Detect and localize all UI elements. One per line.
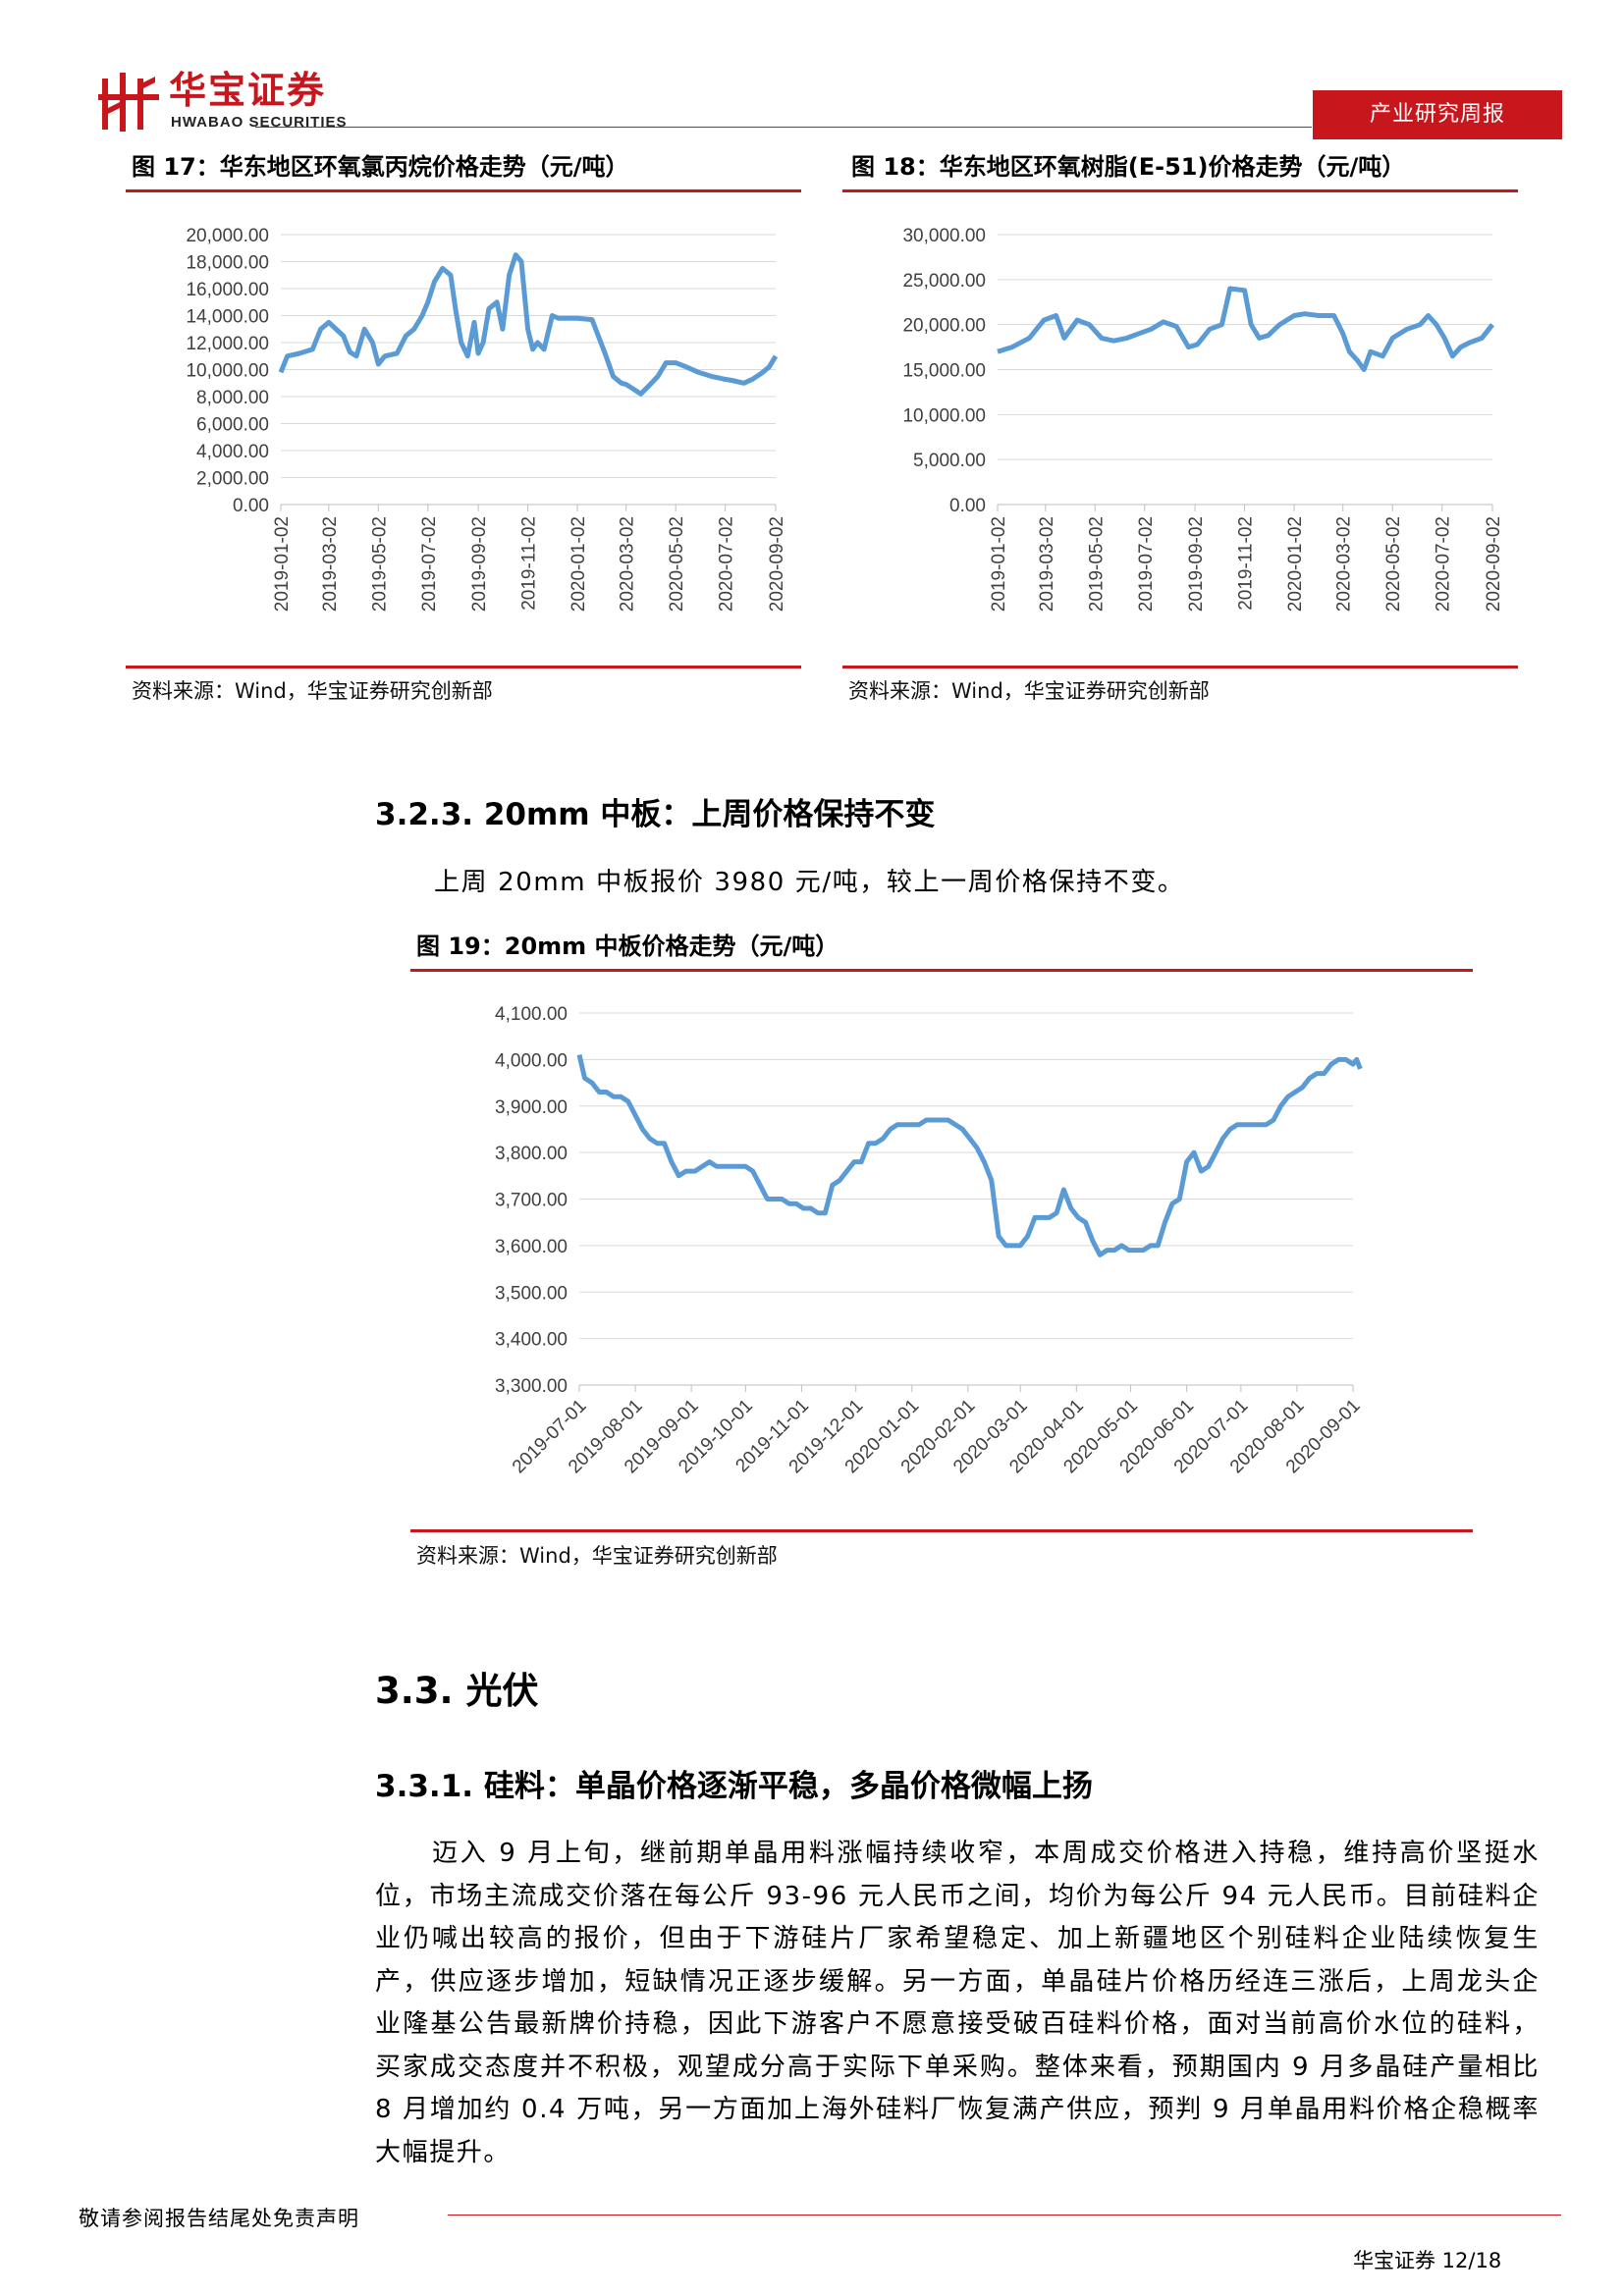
figure-17-chart: 0.00 2,000.00 4,000.00 6,000.00 8,000.00 10,0… — [186, 226, 787, 612]
company-logo-text: 华宝证券 — [169, 69, 327, 112]
x-tick-label: 2019-01-02 — [989, 516, 1009, 612]
y-tick-label: 15,000.00 — [902, 361, 986, 382]
x-tick-label: 2019-07-02 — [1136, 516, 1157, 612]
y-tick-label: 8,000.00 — [196, 388, 269, 408]
figure-18-source: 资料来源：Wind，华宝证券研究创新部 — [848, 679, 1210, 703]
figure-17-top-rule — [126, 189, 801, 192]
figure-18-bottom-rule — [842, 666, 1518, 668]
figure-19-title: 图 19：20mm 中板价格走势（元/吨） — [416, 933, 839, 960]
y-tick-label: 3,300.00 — [495, 1376, 568, 1397]
y-tick-label: 30,000.00 — [902, 226, 986, 246]
x-tick-label: 2019-11-02 — [1236, 516, 1257, 611]
y-tick-label: 14,000.00 — [186, 307, 269, 328]
y-tick-label: 20,000.00 — [186, 226, 269, 246]
y-tick-label: 6,000.00 — [196, 415, 269, 436]
header-divider — [255, 127, 1312, 128]
section-3-2-3-heading: 3.2.3. 20mm 中板：上周价格保持不变 — [375, 797, 936, 832]
footer-disclaimer: 敬请参阅报告结尾处免责声明 — [79, 2207, 359, 2230]
company-logo-english: HWABAO SECURITIES — [171, 114, 348, 131]
figure-17-source: 资料来源：Wind，华宝证券研究创新部 — [132, 679, 493, 703]
x-tick-label: 2019-11-02 — [519, 516, 540, 611]
section-3-3-heading: 3.3. 光伏 — [375, 1670, 539, 1712]
series-line — [576, 1054, 1363, 1257]
y-tick-label: 16,000.00 — [186, 280, 269, 300]
x-tick-label: 2019-03-02 — [1037, 516, 1057, 612]
y-tick-label: 10,000.00 — [902, 405, 986, 426]
figure-18-title: 图 18：华东地区环氧树脂(E-51)价格走势（元/吨） — [851, 153, 1406, 181]
y-tick-label: 5,000.00 — [913, 451, 986, 471]
y-tick-label: 12,000.00 — [186, 334, 269, 354]
y-tick-label: 3,800.00 — [495, 1144, 568, 1164]
y-tick-label: 0.00 — [233, 496, 269, 516]
y-tick-label: 4,000.00 — [196, 442, 269, 462]
company-logo-icon — [98, 73, 161, 132]
y-tick-label: 3,900.00 — [495, 1097, 568, 1118]
y-tick-label: 3,400.00 — [495, 1330, 568, 1351]
x-tick-label: 2019-01-02 — [272, 516, 293, 612]
x-tick-label: 2019-05-02 — [1086, 516, 1107, 612]
figure-17-title: 图 17：华东地区环氧氯丙烷价格走势（元/吨） — [132, 153, 629, 181]
section-3-2-3-body: 上周 20mm 中板报价 3980 元/吨，较上一周价格保持不变。 — [434, 868, 1185, 897]
y-tick-label: 18,000.00 — [186, 253, 269, 274]
figure-18-chart: 0.00 5,000.00 10,000.00 15,000.00 20,000.00 2… — [902, 226, 1504, 612]
x-tick-label: 2019-09-02 — [1186, 516, 1207, 612]
y-tick-label: 4,000.00 — [495, 1050, 568, 1071]
figure-19-top-rule — [410, 969, 1473, 972]
x-tick-label: 2019-03-02 — [320, 516, 341, 612]
x-tick-label: 2019-07-02 — [419, 516, 440, 612]
x-tick-label: 2020-09-02 — [767, 516, 787, 612]
y-tick-label: 20,000.00 — [902, 316, 986, 337]
section-3-3-1-body: 迈入 9 月上旬，继前期单晶用料涨幅持续收窄，本周成交价格进入持稳，维持高价坚挺… — [375, 1839, 1540, 2167]
y-tick-label: 3,700.00 — [495, 1191, 568, 1211]
report-type-badge: 产业研究周报 — [1313, 90, 1562, 139]
series-line — [278, 252, 779, 397]
series-line — [997, 286, 1494, 372]
section-3-3-1-heading: 3.3.1. 硅料：单晶价格逐渐平稳，多晶价格微幅上扬 — [375, 1769, 1093, 1804]
y-tick-label: 4,100.00 — [495, 1004, 568, 1025]
x-tick-label: 2020-03-02 — [618, 516, 638, 612]
x-tick-label: 2020-09-02 — [1484, 516, 1504, 612]
figure-19-bottom-rule — [410, 1529, 1473, 1532]
y-tick-label: 10,000.00 — [186, 361, 269, 382]
y-tick-label: 3,500.00 — [495, 1283, 568, 1304]
page-number: 华宝证券 12/18 — [1353, 2249, 1502, 2272]
x-tick-label: 2020-05-02 — [1383, 516, 1404, 612]
y-tick-label: 3,600.00 — [495, 1237, 568, 1257]
figure-19-chart: 3,300.00 3,400.00 3,500.00 3,600.00 3,700.00… — [495, 1004, 1365, 1477]
y-tick-label: 25,000.00 — [902, 271, 986, 292]
footer-divider — [448, 2215, 1561, 2216]
x-tick-label: 2019-05-02 — [369, 516, 390, 612]
x-tick-label: 2020-01-02 — [568, 516, 589, 612]
figure-19-source: 资料来源：Wind，华宝证券研究创新部 — [416, 1544, 778, 1568]
x-tick-label: 2019-09-02 — [469, 516, 490, 612]
figure-17-bottom-rule — [126, 666, 801, 668]
x-tick-label: 2020-03-02 — [1334, 516, 1355, 612]
x-tick-label: 2020-01-02 — [1285, 516, 1306, 612]
figure-18-top-rule — [842, 189, 1518, 192]
x-tick-label: 2020-07-02 — [717, 516, 737, 612]
x-tick-label: 2020-05-02 — [667, 516, 687, 612]
x-tick-label: 2020-07-02 — [1434, 516, 1454, 612]
y-tick-label: 2,000.00 — [196, 469, 269, 490]
y-tick-label: 0.00 — [949, 496, 986, 516]
